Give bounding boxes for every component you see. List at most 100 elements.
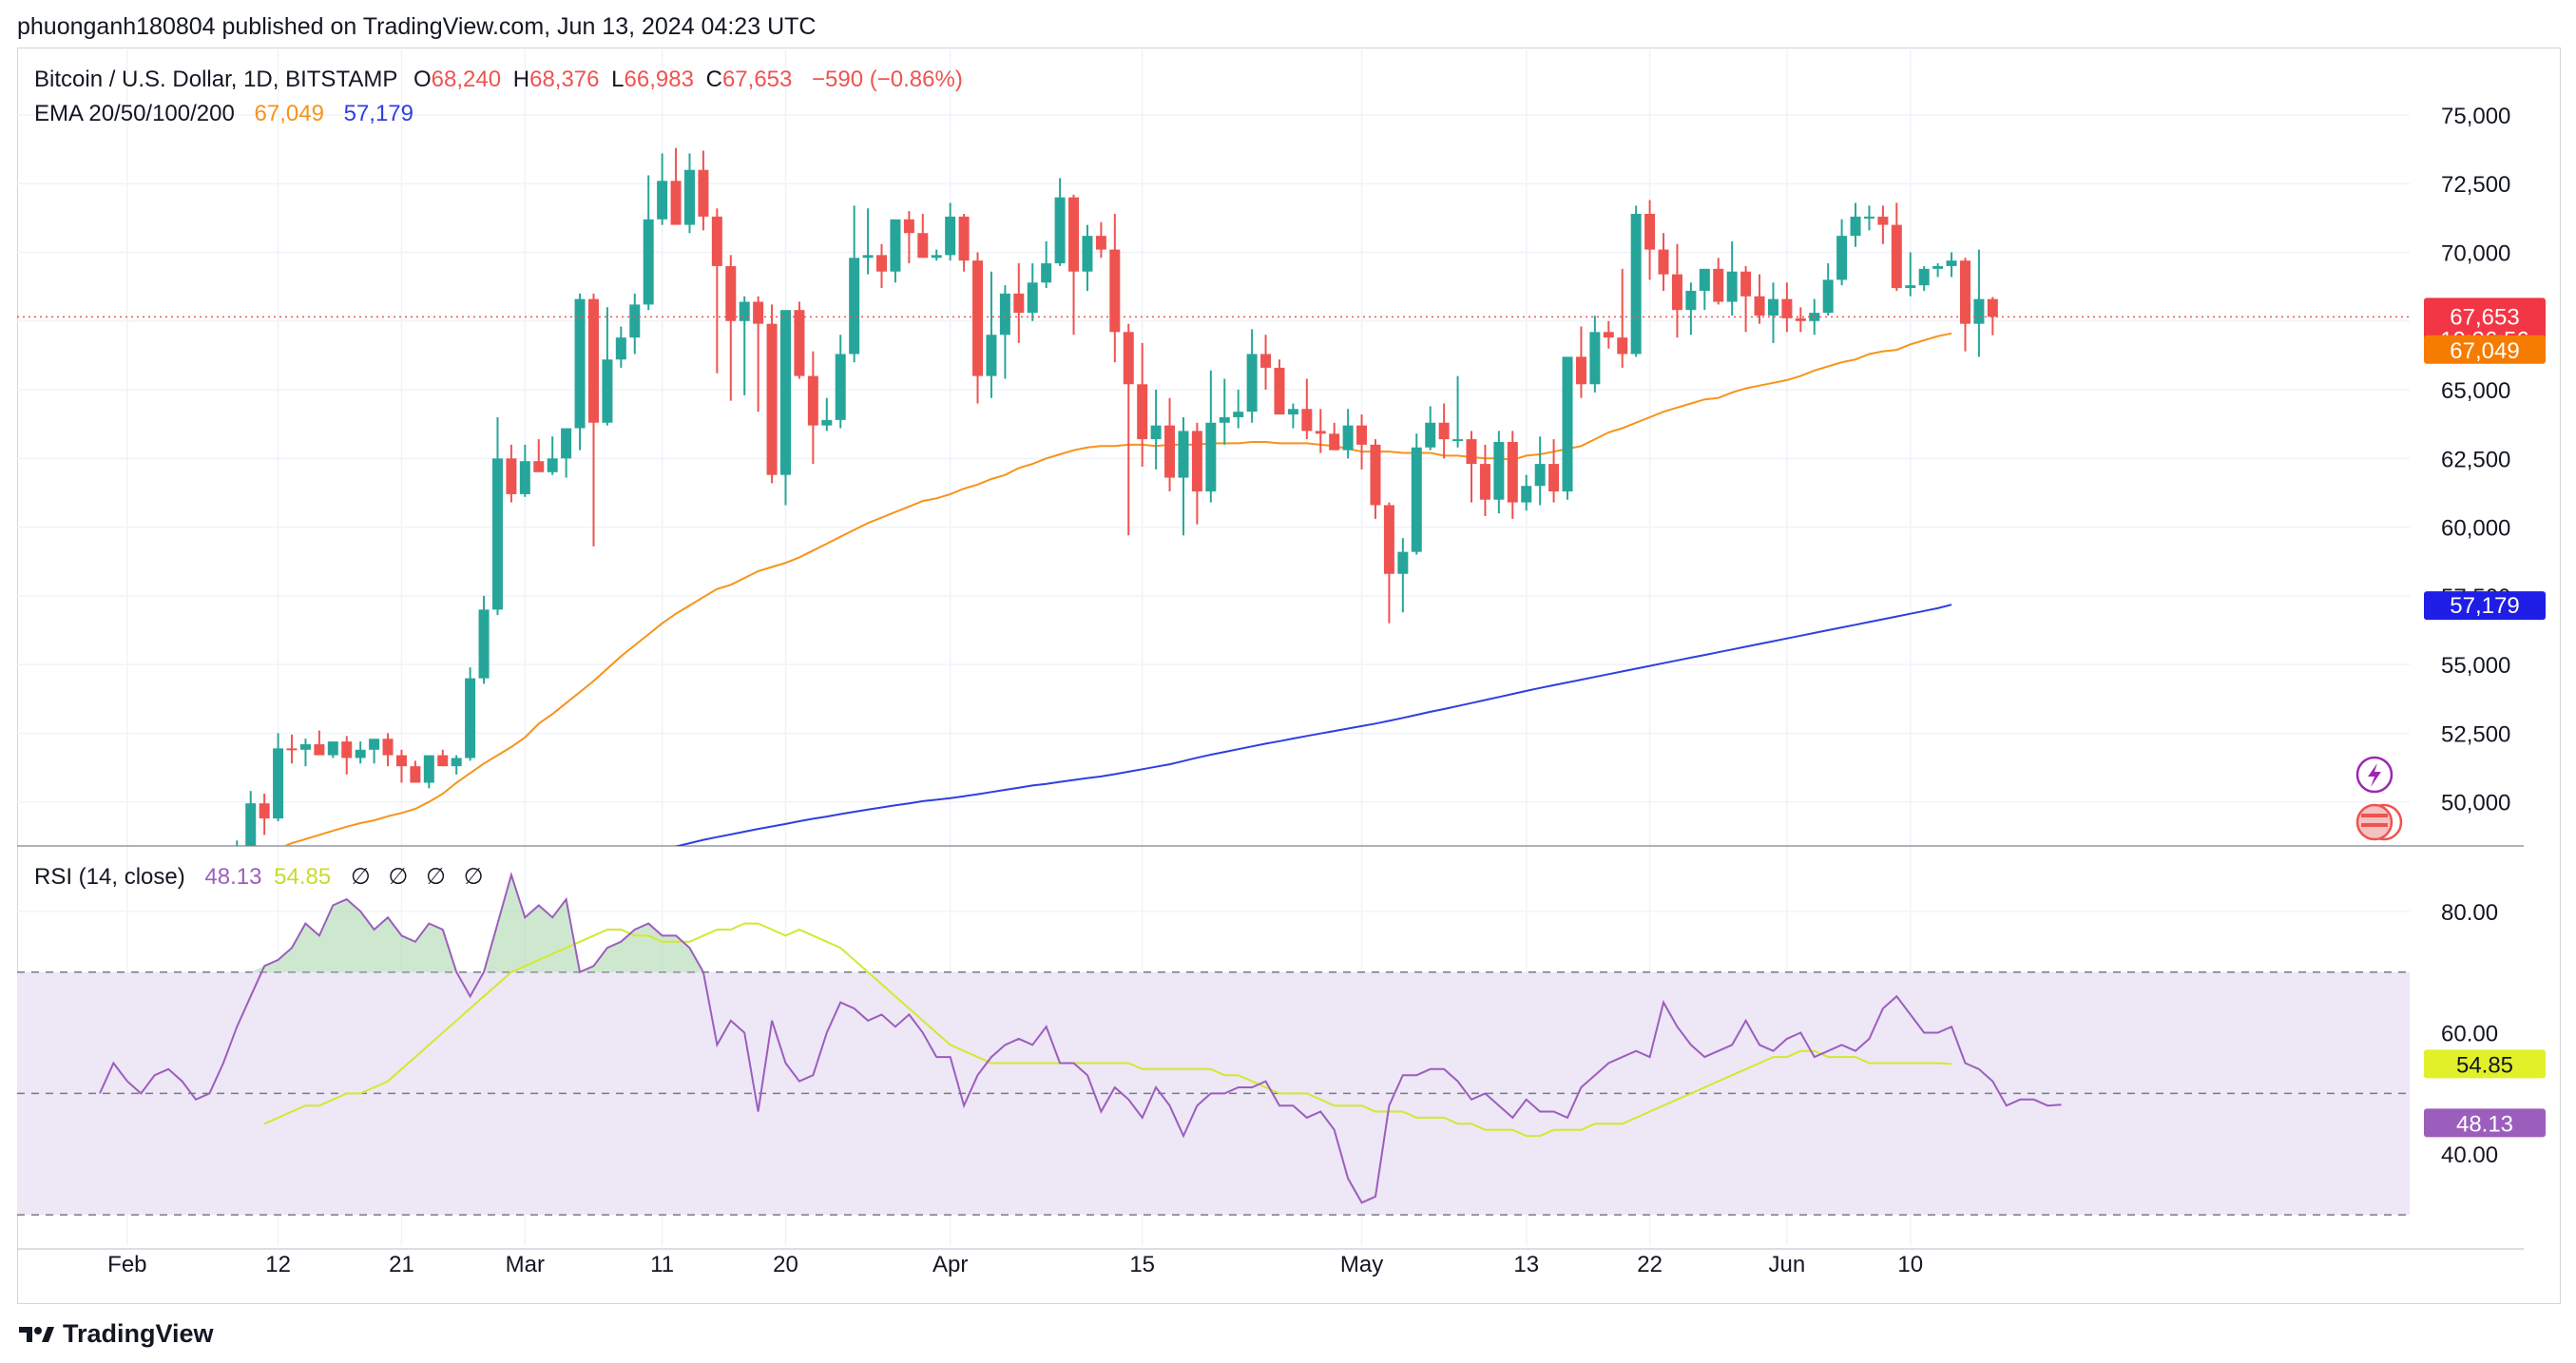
candle[interactable] [478,595,490,684]
candle[interactable] [821,397,833,432]
candle[interactable] [410,760,421,783]
candle[interactable] [395,749,407,783]
candle[interactable] [766,304,778,484]
candle[interactable] [1274,359,1285,415]
candle[interactable] [1137,342,1148,467]
candle[interactable] [341,736,353,775]
candle[interactable] [465,667,476,761]
candle[interactable] [1918,265,1930,291]
candle[interactable] [1932,263,1944,278]
candle[interactable] [245,791,257,852]
candle[interactable] [1466,431,1477,503]
candle[interactable] [1260,335,1272,391]
candle[interactable] [1575,326,1586,398]
candle[interactable] [1479,444,1490,517]
candle[interactable] [1054,178,1066,266]
candle[interactable] [1822,263,1834,316]
candle[interactable] [986,271,997,398]
candle[interactable] [273,733,284,821]
candle[interactable] [1246,329,1258,423]
candle[interactable] [1233,390,1244,429]
candle[interactable] [999,285,1010,379]
candle[interactable] [629,293,641,355]
candle[interactable] [327,741,338,758]
candle[interactable] [1713,258,1724,305]
candle[interactable] [1452,375,1464,448]
candle[interactable] [1987,297,1998,336]
candle[interactable] [437,749,449,767]
candle[interactable] [643,175,654,311]
candle[interactable] [1891,202,1902,291]
candle[interactable] [1287,403,1298,429]
candle[interactable] [506,444,517,503]
candle[interactable] [1219,378,1230,445]
candle[interactable] [1370,439,1381,519]
candle[interactable] [1425,406,1436,451]
candle[interactable] [1781,282,1793,333]
candle[interactable] [1493,431,1505,514]
candle[interactable] [1191,422,1202,525]
candle[interactable] [1905,252,1916,297]
candle[interactable] [972,252,984,404]
candle[interactable] [1836,219,1848,286]
candle[interactable] [917,214,929,259]
candle[interactable] [657,153,668,225]
candle[interactable] [1548,439,1560,503]
candle[interactable] [1740,265,1752,333]
ema-label[interactable]: EMA 20/50/100/200 [34,101,235,126]
candle[interactable] [1315,409,1326,453]
candle[interactable] [807,351,818,465]
candle[interactable] [890,219,901,283]
candle[interactable] [259,794,270,835]
candle[interactable] [1603,320,1614,349]
candle[interactable] [1671,243,1682,338]
candle[interactable] [903,211,914,264]
candle[interactable] [1973,249,1985,357]
candle[interactable] [1644,200,1656,280]
candle[interactable] [1754,274,1765,324]
candle[interactable] [1164,397,1176,492]
candle[interactable] [1068,194,1080,336]
candle[interactable] [369,739,380,764]
candle[interactable] [1726,240,1738,316]
candle[interactable] [286,734,298,764]
candle[interactable] [862,208,874,275]
candle[interactable] [587,293,599,547]
candle[interactable] [1767,282,1778,343]
candle[interactable] [876,243,888,289]
candle[interactable] [780,310,791,506]
candle[interactable] [423,755,434,789]
candle[interactable] [1342,409,1354,459]
candle[interactable] [1397,538,1409,613]
candle[interactable] [547,436,558,475]
candle[interactable] [1795,307,1806,333]
candle[interactable] [753,296,764,413]
candle[interactable] [1946,252,1957,278]
candle[interactable] [945,202,956,261]
candle[interactable] [1521,474,1532,511]
candle[interactable] [1699,268,1710,311]
candle[interactable] [739,296,750,395]
candle[interactable] [299,739,311,767]
candle[interactable] [958,214,970,272]
candle[interactable] [519,444,530,497]
candle[interactable] [602,307,613,426]
candle[interactable] [355,741,366,764]
candle[interactable] [1534,436,1546,506]
candle[interactable] [711,208,722,374]
candle[interactable] [1438,403,1450,459]
candle[interactable] [1658,233,1669,291]
candle[interactable] [491,416,503,616]
candle[interactable] [1850,202,1861,247]
candle[interactable] [1877,205,1889,244]
candle[interactable] [1685,282,1697,336]
candle[interactable] [1630,205,1642,357]
rsi-label[interactable]: RSI (14, close) [34,864,185,890]
candle[interactable] [1411,433,1422,555]
candle[interactable] [725,255,737,401]
candle[interactable] [794,301,805,379]
candle[interactable] [561,428,572,478]
candle[interactable] [849,205,860,363]
candle[interactable] [615,326,626,368]
